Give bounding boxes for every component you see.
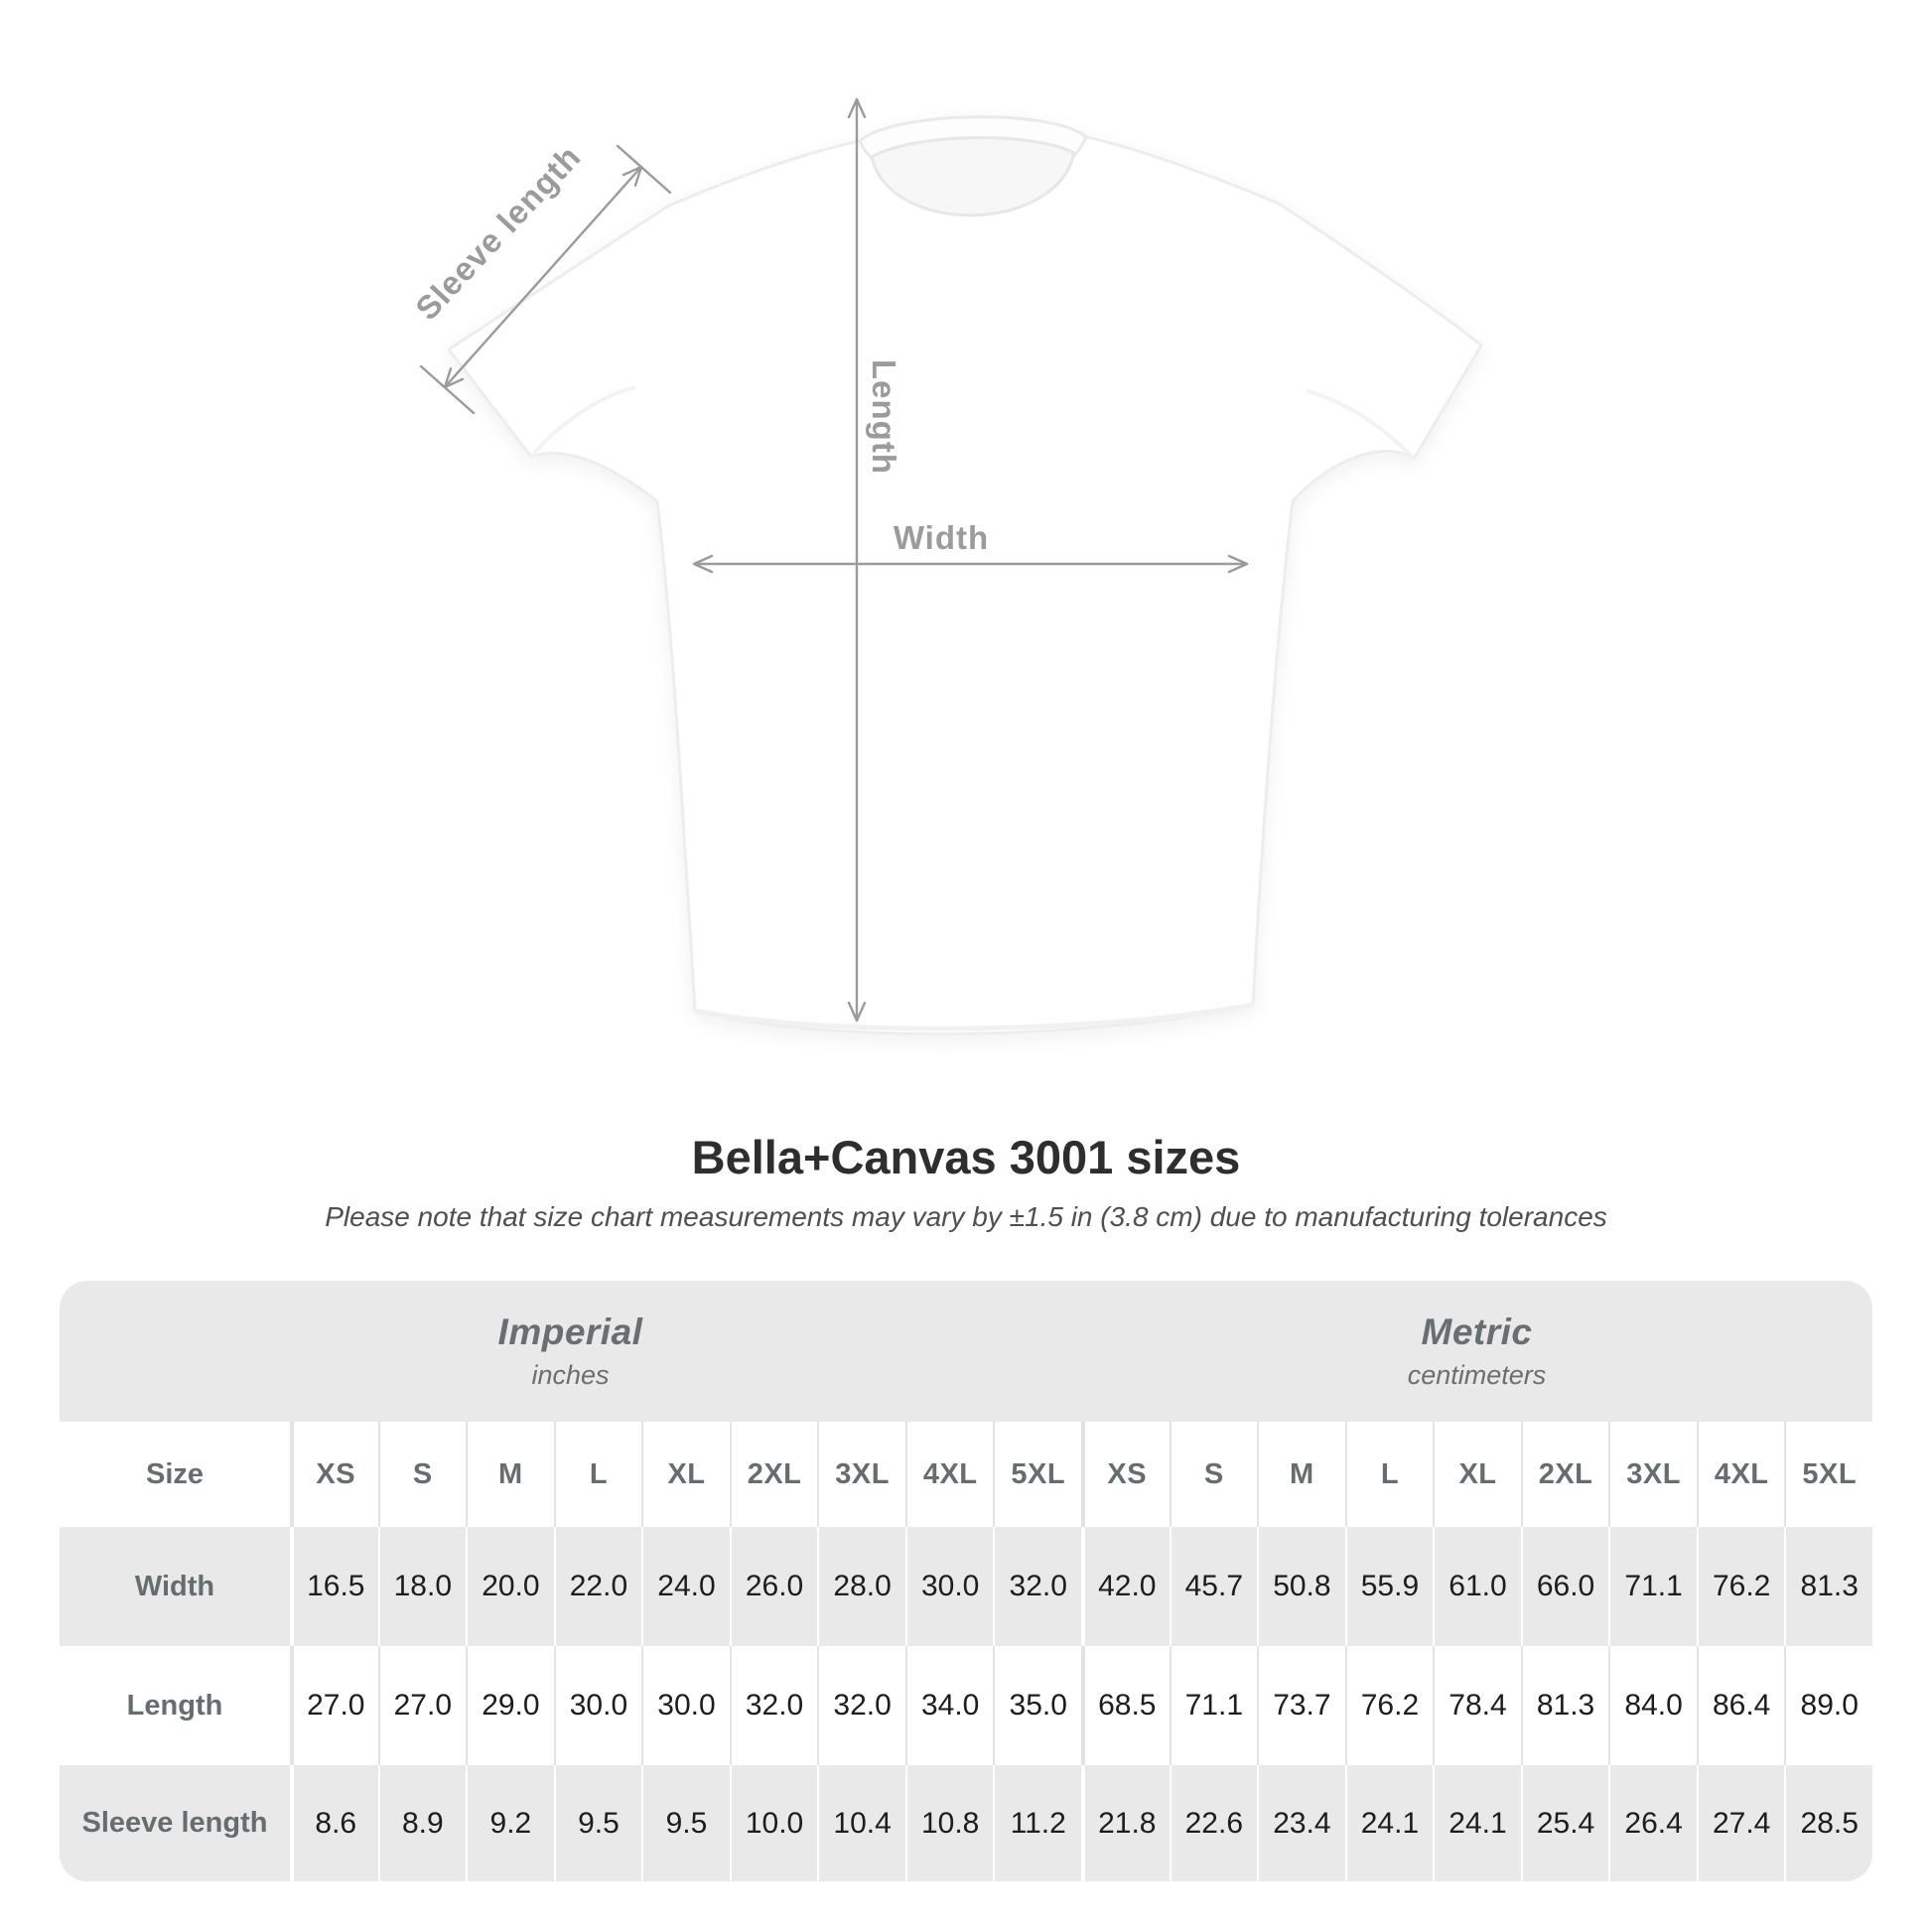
cell-width-metric-3xl: 71.1 — [1608, 1527, 1697, 1646]
cell-sleeve-length-imperial-l: 9.5 — [553, 1765, 642, 1881]
tshirt-graphic — [446, 115, 1483, 1035]
cell-width-imperial-m: 20.0 — [466, 1527, 554, 1646]
col-header-imperial-l: L — [553, 1422, 642, 1527]
row-label-length: Length — [60, 1646, 290, 1765]
col-header-imperial-2xl: 2XL — [729, 1422, 818, 1527]
cell-length-metric-2xl: 81.3 — [1520, 1646, 1609, 1765]
col-header-imperial-m: M — [466, 1422, 554, 1527]
cell-width-metric-xs: 42.0 — [1081, 1527, 1170, 1646]
cell-length-imperial-xs: 27.0 — [290, 1646, 378, 1765]
row-label-sleeve-length: Sleeve length — [60, 1765, 290, 1881]
cell-length-metric-5xl: 89.0 — [1784, 1646, 1872, 1765]
cell-width-metric-m: 50.8 — [1257, 1527, 1345, 1646]
cell-width-imperial-2xl: 26.0 — [729, 1527, 818, 1646]
cell-length-imperial-l: 30.0 — [553, 1646, 642, 1765]
width-label: Width — [894, 519, 989, 556]
size-table: Size XS S M L XL 2XL 3XL 4XL 5XL XS S M L XL 2XL 3XL 4XL 5… — [60, 1422, 1872, 1881]
col-header-metric-2xl: 2XL — [1520, 1422, 1609, 1527]
cell-sleeve-length-imperial-3xl: 10.4 — [817, 1765, 905, 1881]
tshirt-measurement-diagram: Length Width Sleeve length — [408, 97, 1483, 1035]
col-header-imperial-4xl: 4XL — [904, 1422, 994, 1527]
cell-width-metric-l: 55.9 — [1344, 1527, 1434, 1646]
cell-sleeve-length-metric-5xl: 28.5 — [1784, 1765, 1872, 1881]
col-header-imperial-xs: XS — [290, 1422, 378, 1527]
size-table-panel: Imperial inches Metric centimeters Size X… — [60, 1281, 1872, 1881]
cell-length-metric-4xl: 86.4 — [1696, 1646, 1785, 1765]
cell-width-imperial-xl: 24.0 — [641, 1527, 730, 1646]
col-header-metric-xs: XS — [1081, 1422, 1170, 1527]
col-header-metric-xl: XL — [1433, 1422, 1521, 1527]
imperial-title: Imperial — [497, 1311, 643, 1352]
cell-sleeve-length-imperial-m: 9.2 — [466, 1765, 554, 1881]
cell-length-imperial-4xl: 34.0 — [904, 1646, 994, 1765]
unit-header-imperial: Imperial inches — [60, 1281, 1081, 1422]
col-header-imperial-5xl: 5XL — [993, 1422, 1081, 1527]
col-header-metric-s: S — [1169, 1422, 1258, 1527]
unit-header-band: Imperial inches Metric centimeters — [60, 1281, 1872, 1422]
corner-size-label: Size — [60, 1422, 290, 1527]
tolerance-note: Please note that size chart measurements… — [325, 1201, 1607, 1232]
col-header-imperial-xl: XL — [641, 1422, 730, 1527]
cell-sleeve-length-metric-3xl: 26.4 — [1608, 1765, 1697, 1881]
cell-length-imperial-xl: 30.0 — [641, 1646, 730, 1765]
col-header-imperial-s: S — [377, 1422, 467, 1527]
cell-sleeve-length-imperial-xs: 8.6 — [290, 1765, 378, 1881]
col-header-metric-l: L — [1344, 1422, 1434, 1527]
metric-unit: centimeters — [1407, 1360, 1547, 1390]
row-label-width: Width — [60, 1527, 290, 1646]
sleeve-length-arrow — [419, 144, 672, 415]
cell-width-metric-2xl: 66.0 — [1520, 1527, 1609, 1646]
cell-width-imperial-5xl: 32.0 — [993, 1527, 1081, 1646]
cell-sleeve-length-imperial-4xl: 10.8 — [904, 1765, 994, 1881]
cell-sleeve-length-metric-l: 24.1 — [1344, 1765, 1434, 1881]
col-header-imperial-3xl: 3XL — [817, 1422, 905, 1527]
length-label: Length — [866, 359, 902, 475]
cell-width-metric-s: 45.7 — [1169, 1527, 1258, 1646]
cell-length-metric-xs: 68.5 — [1081, 1646, 1170, 1765]
cell-width-imperial-3xl: 28.0 — [817, 1527, 905, 1646]
cell-width-metric-5xl: 81.3 — [1784, 1527, 1872, 1646]
cell-sleeve-length-metric-xl: 24.1 — [1433, 1765, 1521, 1881]
col-header-metric-4xl: 4XL — [1696, 1422, 1785, 1527]
page-title: Bella+Canvas 3001 sizes — [691, 1131, 1241, 1183]
cell-width-imperial-s: 18.0 — [377, 1527, 467, 1646]
cell-length-imperial-m: 29.0 — [466, 1646, 554, 1765]
cell-sleeve-length-imperial-2xl: 10.0 — [729, 1765, 818, 1881]
cell-sleeve-length-metric-4xl: 27.4 — [1696, 1765, 1785, 1881]
neck-opening — [870, 136, 1076, 217]
metric-title: Metric — [1421, 1311, 1533, 1352]
cell-sleeve-length-imperial-s: 8.9 — [377, 1765, 467, 1881]
cell-sleeve-length-metric-s: 22.6 — [1169, 1765, 1258, 1881]
imperial-unit: inches — [531, 1360, 610, 1390]
cell-width-imperial-xs: 16.5 — [290, 1527, 378, 1646]
cell-width-metric-4xl: 76.2 — [1696, 1527, 1785, 1646]
col-header-metric-3xl: 3XL — [1608, 1422, 1697, 1527]
cell-width-imperial-4xl: 30.0 — [904, 1527, 994, 1646]
cell-length-metric-m: 73.7 — [1257, 1646, 1345, 1765]
cell-length-metric-l: 76.2 — [1344, 1646, 1434, 1765]
col-header-metric-m: M — [1257, 1422, 1345, 1527]
cell-length-metric-3xl: 84.0 — [1608, 1646, 1697, 1765]
unit-header-metric: Metric centimeters — [1081, 1281, 1872, 1422]
cell-length-imperial-5xl: 35.0 — [993, 1646, 1081, 1765]
col-header-metric-5xl: 5XL — [1784, 1422, 1872, 1527]
cell-length-imperial-3xl: 32.0 — [817, 1646, 905, 1765]
cell-sleeve-length-imperial-xl: 9.5 — [641, 1765, 730, 1881]
cell-length-imperial-2xl: 32.0 — [729, 1646, 818, 1765]
cell-width-metric-xl: 61.0 — [1433, 1527, 1521, 1646]
cell-sleeve-length-metric-xs: 21.8 — [1081, 1765, 1170, 1881]
cell-sleeve-length-imperial-5xl: 11.2 — [993, 1765, 1081, 1881]
cell-length-metric-xl: 78.4 — [1433, 1646, 1521, 1765]
cell-width-imperial-l: 22.0 — [553, 1527, 642, 1646]
cell-sleeve-length-metric-2xl: 25.4 — [1520, 1765, 1609, 1881]
cell-length-imperial-s: 27.0 — [377, 1646, 467, 1765]
cell-length-metric-s: 71.1 — [1169, 1646, 1258, 1765]
cell-sleeve-length-metric-m: 23.4 — [1257, 1765, 1345, 1881]
